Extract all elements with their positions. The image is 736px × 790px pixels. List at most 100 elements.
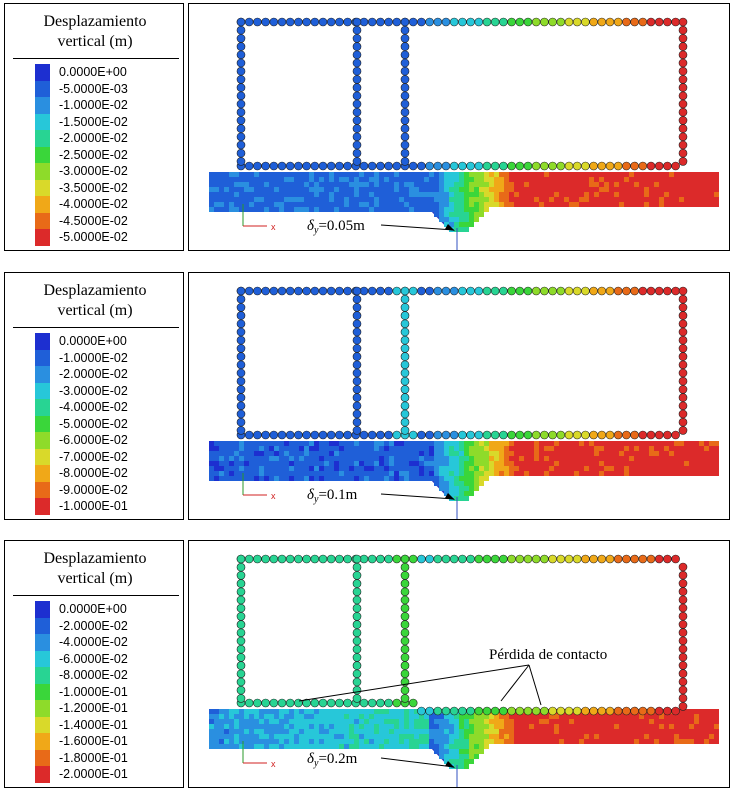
frame-bead (236, 669, 246, 679)
frame-bead (490, 161, 500, 171)
soil-particle (249, 734, 254, 739)
soil-particle (384, 466, 389, 471)
soil-particle (314, 202, 319, 207)
frame-bead (523, 706, 533, 716)
soil-particle (279, 446, 284, 451)
soil-particle (709, 187, 714, 192)
soil-particle (594, 724, 599, 729)
soil-particle (364, 714, 369, 719)
simulation-canvas: x δy=0.1m (209, 286, 719, 519)
soil-particle (474, 197, 479, 202)
frame-bead (425, 286, 434, 296)
soil-particle (244, 177, 249, 182)
soil-particle (514, 714, 519, 719)
soil-particle (534, 461, 539, 466)
x-axis-label: x (271, 759, 276, 769)
soil-particle (409, 456, 414, 461)
soil-particle (714, 739, 719, 744)
frame-bead (678, 327, 688, 337)
soil-particle (609, 729, 614, 734)
legend-title-line1: Desplazamiento (43, 550, 147, 567)
soil-particle (289, 172, 294, 177)
soil-particle (499, 446, 504, 451)
soil-particle (434, 177, 439, 182)
soil-particle (414, 197, 419, 202)
soil-particle (544, 192, 549, 197)
soil-particle (324, 187, 329, 192)
displacement-annotation: δy=0.2m (307, 751, 455, 769)
soil-particle (389, 192, 394, 197)
soil-particle (324, 197, 329, 202)
soil-particle (634, 719, 639, 724)
soil-particle (284, 202, 289, 207)
soil-particle (579, 172, 584, 177)
soil-particle (369, 187, 374, 192)
legend-tick-label: -5.0000E-02 (59, 416, 128, 431)
soil-particle (694, 451, 699, 456)
soil-particle (294, 177, 299, 182)
soil-particle (514, 734, 519, 739)
soil-particle (239, 202, 244, 207)
soil-particle (389, 441, 394, 446)
soil-particle (674, 739, 679, 744)
soil-particle (709, 451, 714, 456)
soil-particle (389, 177, 394, 182)
frame-bead (400, 417, 410, 427)
frame-bead (294, 161, 303, 171)
soil-particle (214, 719, 219, 724)
soil-particle (574, 192, 579, 197)
soil-particle (489, 456, 494, 461)
soil-particle (404, 714, 409, 719)
frame-bead (678, 157, 688, 166)
soil-particle (464, 172, 469, 177)
frame-bead (458, 286, 467, 296)
soil-particle (434, 192, 439, 197)
soil-particle (649, 182, 654, 187)
soil-particle (544, 739, 549, 744)
soil-particle (249, 187, 254, 192)
soil-particle (699, 172, 704, 177)
frame-bead (678, 628, 688, 637)
soil-particle (554, 192, 559, 197)
soil-particle (569, 441, 574, 446)
soil-particle (224, 466, 229, 471)
soil-particle (359, 187, 364, 192)
frame-bead (236, 368, 246, 378)
frame-bead (622, 286, 631, 296)
frame-bead (400, 636, 410, 646)
soil-particle (624, 446, 629, 451)
soil-particle (479, 724, 484, 729)
soil-particle (244, 187, 249, 192)
frame-bead (678, 58, 688, 68)
soil-particle (279, 451, 284, 456)
soil-particle (329, 446, 334, 451)
soil-particle (569, 187, 574, 192)
soil-particle (419, 192, 424, 197)
soil-particle (304, 456, 309, 461)
soil-particle (514, 724, 519, 729)
frame-bead (352, 571, 362, 580)
frame-bead (244, 161, 254, 171)
soil-particle (569, 197, 574, 202)
soil-particle (294, 734, 299, 739)
soil-particle (404, 207, 409, 212)
soil-particle (284, 739, 289, 744)
frame-bead (597, 17, 607, 27)
soil-particle (569, 446, 574, 451)
soil-particle (429, 456, 434, 461)
soil-particle (669, 177, 674, 182)
soil-particle (669, 192, 674, 197)
soil-particle (494, 739, 499, 744)
soil-particle (594, 714, 599, 719)
soil-particle (384, 207, 389, 212)
soil-particle (434, 461, 439, 466)
frame-bead (400, 294, 410, 304)
soil-particle (264, 177, 269, 182)
soil-particle (539, 719, 544, 724)
soil-particle (444, 486, 449, 491)
soil-particle (459, 227, 464, 232)
soil-particle (459, 466, 464, 471)
soil-particle (349, 207, 354, 212)
frame-bead (367, 430, 377, 440)
soil-particle (479, 187, 484, 192)
